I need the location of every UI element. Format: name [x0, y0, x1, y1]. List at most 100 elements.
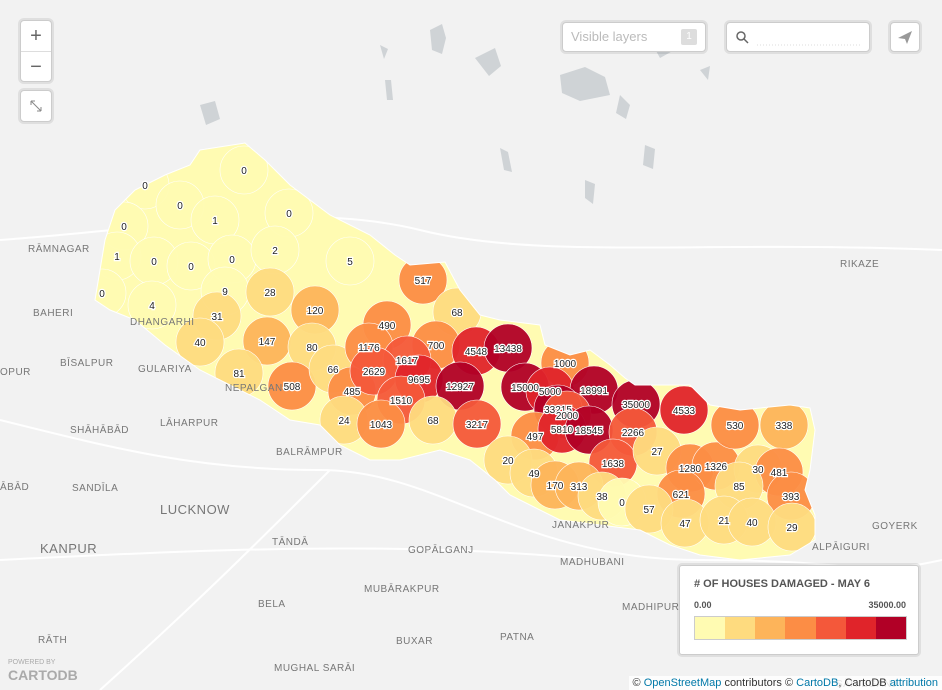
place-label: RĀMNAGAR — [28, 243, 90, 255]
district-label: 338 — [776, 421, 793, 432]
legend-swatch — [785, 617, 816, 639]
layers-button[interactable]: Visible layers 1 — [562, 22, 706, 52]
district-label: 120 — [307, 306, 324, 317]
district-label: 28 — [264, 288, 276, 299]
district-label: 485 — [344, 387, 361, 398]
district-label: 490 — [379, 321, 396, 332]
district-label: 5810 — [551, 425, 574, 436]
zoom-control: + − — [20, 20, 52, 82]
district-label: 18545 — [575, 426, 603, 437]
district-label: 0 — [241, 166, 247, 177]
basemap-lakes — [200, 24, 710, 204]
district-label: 517 — [415, 276, 432, 287]
place-label: MUBĀRAKPUR — [364, 583, 440, 595]
district-label: 1617 — [396, 356, 419, 367]
district-label: 68 — [451, 308, 463, 319]
place-label: NEPALGANJ — [225, 383, 288, 394]
place-label: MADHUBANI — [560, 557, 625, 568]
district — [659, 385, 709, 435]
district — [325, 236, 375, 286]
legend: # OF HOUSES DAMAGED - MAY 6 0.00 35000.0… — [679, 565, 919, 655]
powered-by: POWERED BY — [8, 659, 56, 666]
district-label: 0 — [619, 498, 625, 509]
district-label: 21 — [718, 516, 730, 527]
district-label: 1043 — [370, 420, 393, 431]
legend-title: # OF HOUSES DAMAGED - MAY 6 — [694, 578, 871, 590]
district-label: 9 — [222, 287, 228, 298]
district — [767, 502, 815, 552]
district-label: 5 — [347, 257, 353, 268]
district-label: 0 — [188, 262, 194, 273]
zoom-in[interactable]: + — [21, 21, 51, 52]
legend-swatch — [845, 617, 876, 639]
district-label: 38 — [596, 492, 608, 503]
place-label: ĀBĀD — [0, 481, 29, 493]
attr-link[interactable]: CartoDB — [796, 677, 839, 689]
district-label: 80 — [306, 343, 318, 354]
fullscreen-button[interactable] — [20, 90, 52, 122]
district-label: 20 — [502, 456, 514, 467]
district-label: 4548 — [465, 347, 488, 358]
attr-text: contributors © — [724, 677, 794, 689]
search-box[interactable] — [726, 22, 870, 52]
district-label: 27 — [651, 447, 663, 458]
district-label: 3217 — [466, 420, 489, 431]
legend-swatch — [815, 617, 846, 639]
legend-swatch — [695, 617, 726, 639]
district-label: 1280 — [679, 464, 702, 475]
district-label: 49 — [528, 469, 540, 480]
district-label: 1 — [212, 216, 218, 227]
district-label: 2 — [272, 246, 278, 257]
district-label: 66 — [327, 365, 339, 376]
district-label: 31 — [211, 312, 223, 323]
district-label: 0 — [229, 255, 235, 266]
district-label: 481 — [771, 468, 788, 479]
district-label: 5000 — [539, 387, 562, 398]
district-label: 497 — [527, 432, 544, 443]
attr-text: © — [632, 677, 641, 689]
zoom-out[interactable]: − — [30, 56, 42, 78]
place-label: LUCKNOW — [160, 502, 230, 517]
district-label: 621 — [673, 490, 690, 501]
district-label: 1176 — [358, 343, 380, 354]
district-label: 1326 — [705, 462, 728, 473]
brand: CARTODB — [8, 667, 78, 683]
place-label: DHANGARHI — [130, 317, 195, 328]
district-label: 4 — [149, 301, 155, 312]
district — [356, 399, 406, 449]
layers-count: 1 — [681, 29, 697, 45]
district-label: 35000 — [622, 400, 650, 411]
place-label: PATNA — [500, 632, 534, 643]
attr-link[interactable]: attribution — [889, 677, 938, 689]
district-label: 68 — [427, 416, 439, 427]
district-label: 0 — [142, 181, 148, 192]
place-label: JANAKPUR — [552, 520, 609, 531]
legend-swatch — [755, 617, 786, 639]
district-label: 1638 — [602, 459, 625, 470]
legend-swatch — [725, 617, 756, 639]
attr-link[interactable]: OpenStreetMap — [643, 677, 722, 689]
place-label: SANDĪLA — [72, 482, 118, 494]
place-label: MADHIPUR — [622, 602, 679, 613]
district-label: 13438 — [494, 344, 522, 355]
share-button[interactable] — [890, 22, 920, 52]
district-fills — [95, 145, 815, 552]
district-label: 700 — [428, 341, 445, 352]
district-label: 0 — [99, 289, 105, 300]
district — [127, 280, 177, 330]
place-label: KANPUR — [40, 541, 97, 556]
legend-ramp — [694, 616, 907, 640]
district-label: 4533 — [673, 406, 696, 417]
place-label: MUGHAL SARĀI — [274, 662, 355, 674]
district-label: 81 — [233, 369, 245, 380]
place-label: BAHERI — [33, 308, 73, 319]
district-label: 57 — [643, 505, 655, 516]
legend-min: 0.00 — [694, 600, 712, 610]
district-label: 0 — [177, 201, 183, 212]
district — [175, 317, 225, 367]
district — [219, 145, 269, 195]
district-label: 47 — [679, 519, 691, 530]
place-label: BĪSALPUR — [60, 357, 113, 369]
place-label: GOYERK — [872, 521, 918, 532]
district-label: 85 — [733, 482, 745, 493]
